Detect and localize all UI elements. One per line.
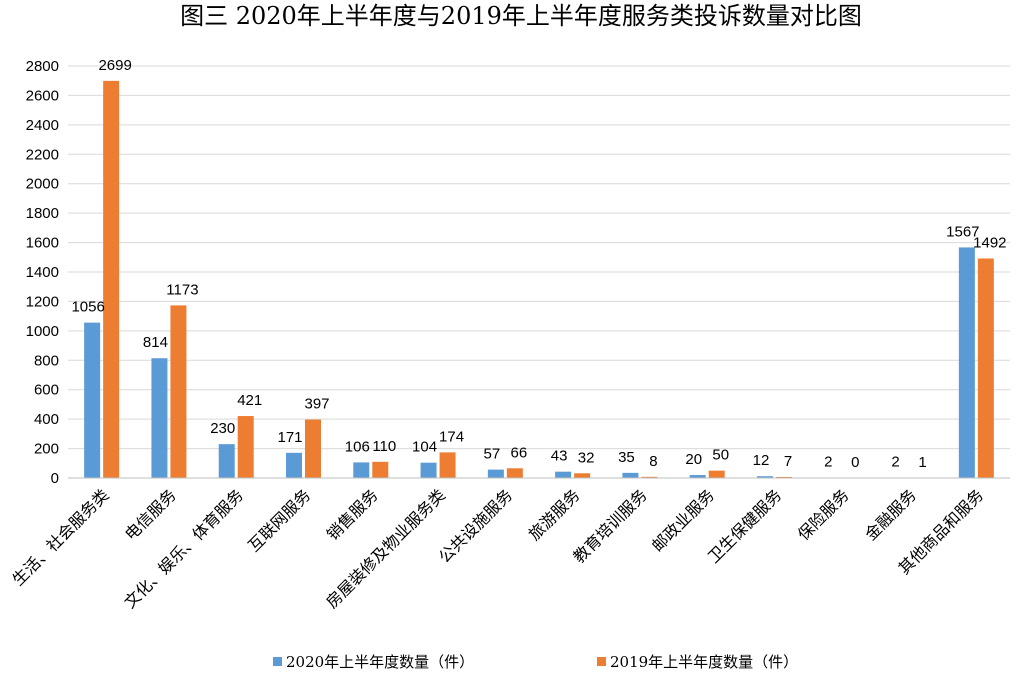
bar-2019 — [708, 470, 725, 478]
data-label-2020: 43 — [551, 448, 568, 465]
category-label: 房屋装修及物业服务类 — [322, 485, 449, 612]
data-label-2019: 1173 — [166, 281, 198, 298]
data-label-2020: 2 — [824, 454, 832, 471]
data-label-2020: 230 — [210, 420, 235, 437]
data-label-2020: 2 — [891, 454, 899, 471]
category-label: 保险服务 — [794, 485, 853, 544]
legend: 2020年上半年度数量（件） 2019年上半年度数量（件） — [273, 653, 798, 671]
data-label-2020: 104 — [412, 439, 437, 456]
chart-title: 图三 2020年上半年度与2019年上半年度服务类投诉数量对比图 — [180, 2, 862, 30]
bar-2020 — [958, 247, 975, 478]
y-tick-label: 1200 — [26, 293, 59, 310]
bar-2020 — [84, 322, 101, 478]
data-label-2020: 814 — [143, 334, 168, 351]
data-label-2019: 174 — [439, 428, 464, 445]
y-tick-label: 1000 — [26, 323, 59, 340]
bar-2019 — [574, 473, 591, 478]
y-tick-label: 2400 — [26, 117, 59, 134]
legend-label: 2019年上半年度数量（件） — [610, 653, 798, 671]
data-label-2019: 421 — [237, 392, 262, 409]
y-tick-label: 600 — [34, 382, 59, 399]
category-label: 销售服务 — [323, 485, 382, 544]
data-label-2019: 0 — [851, 454, 859, 471]
y-tick-label: 2800 — [26, 58, 59, 75]
bar-2019 — [641, 476, 658, 478]
y-tick-label: 2000 — [26, 176, 59, 193]
bar-2020 — [622, 472, 639, 478]
category-label: 旅游服务 — [525, 485, 584, 544]
bar-2019 — [103, 80, 120, 479]
legend-swatch — [597, 657, 606, 666]
data-label-2019: 2699 — [98, 57, 131, 74]
legend-label: 2020年上半年度数量（件） — [286, 653, 474, 671]
category-label: 电信服务 — [121, 485, 180, 544]
data-label-2020: 35 — [618, 449, 635, 466]
y-tick-label: 800 — [34, 352, 59, 369]
data-label-2019: 32 — [578, 449, 595, 466]
data-label-2020: 57 — [484, 446, 501, 463]
category-label: 生活、社会服务类 — [9, 485, 113, 589]
y-tick-label: 400 — [34, 411, 59, 428]
y-tick-label: 1800 — [26, 205, 59, 222]
bar-2019 — [776, 476, 792, 478]
bar-2019 — [439, 452, 456, 478]
bar-2019 — [170, 305, 187, 478]
category-label: 金融服务 — [861, 485, 920, 544]
bar-2019 — [305, 419, 321, 478]
gridlines — [68, 65, 1010, 450]
data-label-2019: 1 — [918, 454, 926, 471]
data-label-2020: 106 — [345, 438, 370, 455]
data-label-2019: 7 — [784, 453, 792, 470]
data-label-2019: 50 — [712, 447, 729, 464]
y-tick-label: 200 — [34, 441, 59, 458]
y-axis-ticks: 0 200 400 600 800 1000 1200 1400 1600 1800 2000 220… — [26, 58, 59, 487]
bar-2019 — [977, 258, 994, 478]
legend-swatch — [273, 657, 282, 666]
data-label-2019: 110 — [372, 438, 396, 455]
bar-2020 — [286, 452, 302, 478]
y-tick-label: 2600 — [26, 87, 59, 104]
bar-2020 — [689, 475, 706, 478]
bar-2020 — [487, 469, 504, 478]
data-label-2019: 8 — [649, 453, 657, 470]
y-tick-label: 1600 — [26, 235, 59, 252]
data-label-2019: 66 — [511, 444, 528, 461]
bar-2019 — [506, 468, 523, 478]
bar-2020 — [151, 358, 168, 478]
bar-2019 — [372, 461, 389, 478]
y-tick-label: 0 — [51, 470, 59, 487]
data-label-2020: 1056 — [71, 299, 104, 316]
bar-2020 — [420, 462, 437, 478]
bar-2019 — [237, 416, 254, 478]
y-tick-label: 2200 — [26, 146, 59, 163]
category-label: 文化、娱乐、体育服务 — [120, 485, 247, 612]
y-tick-label: 1400 — [26, 264, 59, 281]
data-label-2020: 12 — [753, 452, 770, 469]
bars — [84, 80, 994, 479]
data-label-2020: 1567 — [946, 223, 979, 240]
data-label-2019: 397 — [304, 396, 329, 413]
bar-2020 — [218, 444, 235, 478]
bar-2020 — [555, 471, 572, 478]
data-label-2019: 1492 — [973, 234, 1006, 251]
category-label: 邮政业服务 — [648, 485, 718, 555]
bar-2020 — [353, 462, 370, 478]
data-label-2020: 20 — [685, 451, 702, 468]
bar-2020 — [757, 476, 773, 478]
data-label-2020: 171 — [277, 429, 302, 446]
category-label: 互联网服务 — [244, 485, 314, 555]
